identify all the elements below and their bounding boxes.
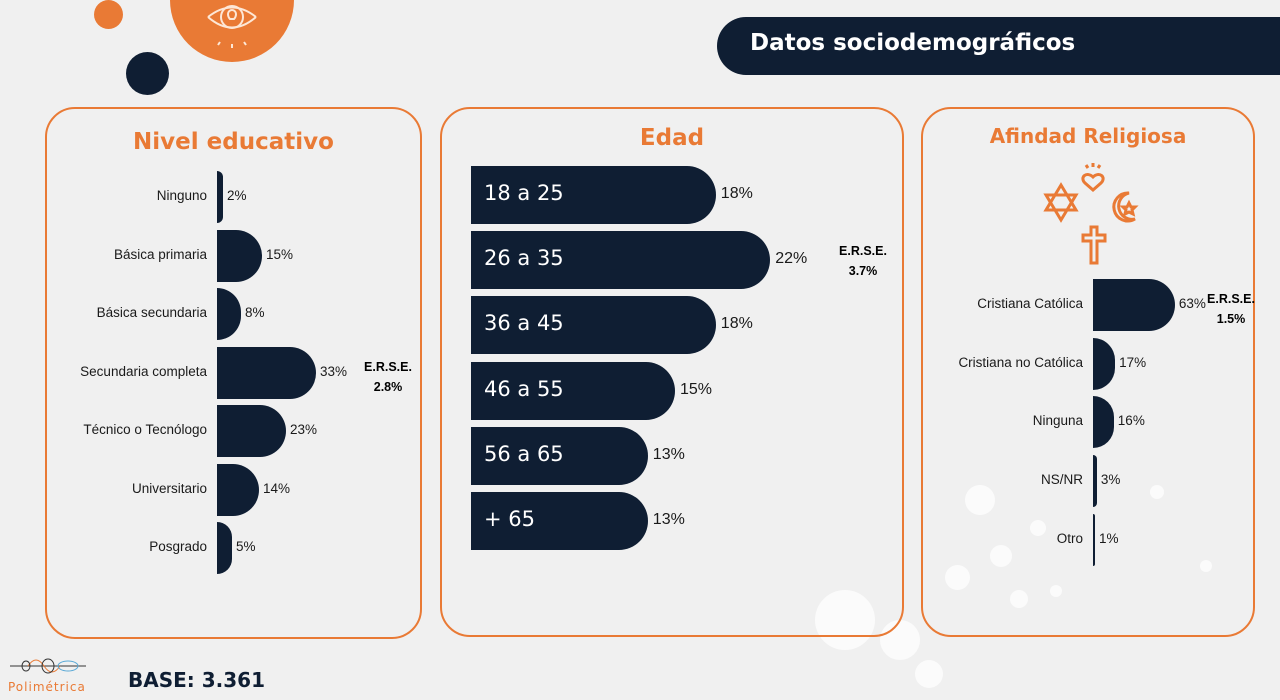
bar bbox=[471, 426, 648, 485]
base-count: BASE: 3.361 bbox=[128, 668, 266, 692]
bar bbox=[217, 522, 232, 574]
logo-text: Polimétrica bbox=[8, 680, 86, 694]
age-title: Edad bbox=[639, 125, 705, 151]
education-title: Nivel educativo bbox=[133, 129, 334, 155]
category-label: + 65 bbox=[484, 507, 535, 531]
category-label: Universitario bbox=[131, 480, 207, 496]
religion-symbols-icon bbox=[1043, 163, 1139, 265]
value-label: 16% bbox=[1117, 413, 1145, 429]
category-label: Posgrado bbox=[149, 539, 207, 554]
value-label: 23% bbox=[290, 422, 318, 437]
category-label: Otro bbox=[1056, 530, 1083, 546]
value-label: 18% bbox=[720, 185, 753, 202]
bar bbox=[1093, 396, 1114, 449]
education-erse: E.R.S.E. 2.8% bbox=[358, 357, 418, 397]
category-label: Ninguno bbox=[156, 188, 207, 203]
value-label: 14% bbox=[263, 480, 291, 496]
erse-value: 1.5% bbox=[1216, 312, 1246, 326]
polimetrica-logo: Polimétrica bbox=[8, 655, 93, 700]
category-label: Cristiana Católica bbox=[977, 296, 1083, 311]
value-label: 1% bbox=[1099, 530, 1119, 546]
category-label: 36 a 45 bbox=[484, 311, 564, 336]
header-banner: Datos sociodemográficos bbox=[717, 17, 1280, 75]
erse-value: 3.7% bbox=[848, 264, 878, 278]
category-label: Ninguna bbox=[1032, 413, 1083, 429]
panel-age: Edad bbox=[440, 107, 904, 637]
erse-label: E.R.S.E. bbox=[364, 360, 412, 374]
bar bbox=[471, 231, 771, 290]
value-label: 5% bbox=[236, 539, 256, 554]
value-label: 13% bbox=[652, 511, 685, 528]
erse-value: 2.8% bbox=[373, 380, 403, 394]
category-label: 56 a 65 bbox=[484, 441, 564, 466]
bar bbox=[217, 229, 262, 282]
value-label: 18% bbox=[720, 315, 753, 333]
bar bbox=[1093, 279, 1175, 331]
bar bbox=[471, 492, 648, 550]
category-label: Básica primaria bbox=[113, 246, 207, 262]
value-label: 22% bbox=[775, 250, 808, 268]
bar bbox=[1093, 455, 1097, 508]
category-label: 18 a 25 bbox=[484, 181, 564, 205]
category-label: Secundaria completa bbox=[80, 363, 207, 379]
value-label: 15% bbox=[680, 380, 713, 398]
bar bbox=[471, 296, 716, 355]
erse-label: E.R.S.E. bbox=[839, 244, 887, 258]
header-title: Datos sociodemográficos bbox=[750, 30, 1076, 56]
eye-lightbulb-icon bbox=[170, 0, 294, 62]
value-label: 13% bbox=[652, 445, 685, 463]
value-label: 63% bbox=[1178, 296, 1206, 311]
panel-religion: Afindad Religiosa bbox=[921, 107, 1255, 637]
value-label: 8% bbox=[245, 305, 265, 320]
value-label: 15% bbox=[266, 246, 294, 262]
age-erse: E.R.S.E. 3.7% bbox=[832, 241, 894, 281]
bar bbox=[217, 346, 316, 399]
category-label: Técnico o Tecnólogo bbox=[83, 422, 207, 437]
bar bbox=[217, 405, 286, 457]
category-label: NS/NR bbox=[1040, 472, 1083, 488]
bar bbox=[471, 361, 675, 420]
navy-dot bbox=[126, 52, 169, 95]
bar bbox=[1093, 513, 1095, 566]
value-label: 2% bbox=[227, 188, 247, 203]
erse-label: E.R.S.E. bbox=[1207, 292, 1255, 306]
religion-erse: E.R.S.E. 1.5% bbox=[1206, 289, 1256, 329]
category-label: Básica secundaria bbox=[96, 305, 207, 320]
bar bbox=[217, 463, 259, 516]
bar bbox=[1093, 337, 1116, 390]
value-label: 17% bbox=[1119, 354, 1147, 370]
category-label: 26 a 35 bbox=[484, 246, 564, 271]
category-label: Cristiana no Católica bbox=[958, 354, 1083, 370]
bar bbox=[471, 166, 716, 224]
panel-education: Nivel educativo bbox=[45, 107, 422, 639]
category-label: 46 a 55 bbox=[484, 376, 564, 401]
value-label: 33% bbox=[320, 363, 348, 379]
bar bbox=[217, 171, 223, 223]
value-label: 3% bbox=[1100, 472, 1121, 488]
religion-title: Afindad Religiosa bbox=[989, 124, 1187, 148]
orange-dot bbox=[94, 0, 123, 29]
